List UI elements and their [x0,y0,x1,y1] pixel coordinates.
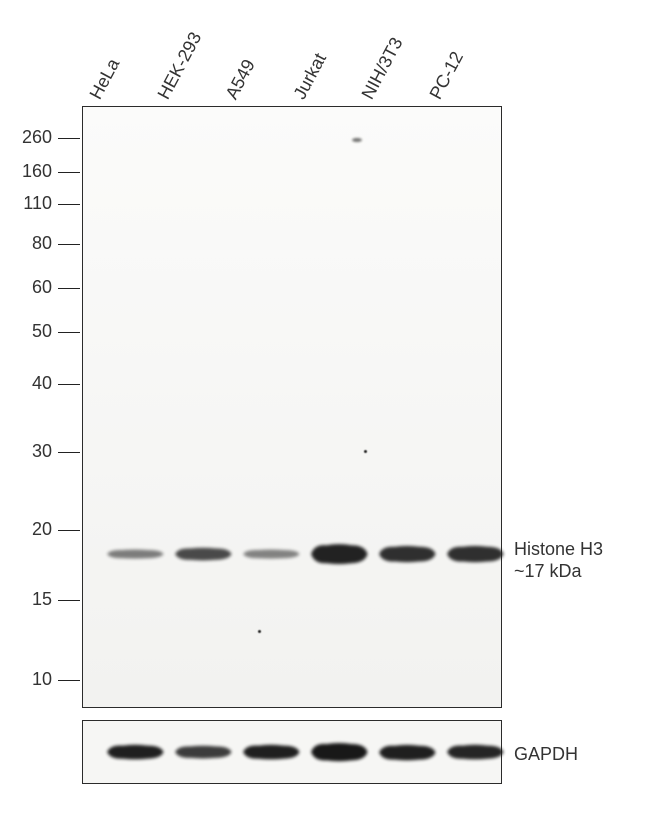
mw-tick-160 [58,172,80,173]
mw-label-30: 30 [0,441,52,462]
mw-tick-260 [58,138,80,139]
loading-band-lane-1 [104,744,166,760]
mw-tick-10 [58,680,80,681]
blot-artifact-1 [352,138,362,142]
lane-label-hela: HeLa [85,55,124,103]
mw-label-20: 20 [0,519,52,540]
lane-label-jurkat: Jurkat [289,50,331,103]
mw-tick-40 [58,384,80,385]
target-label-line1: Histone H3 [514,538,603,560]
loading-band-lane-2 [172,745,234,759]
western-blot-figure: HeLa HEK-293 A549 Jurkat NIH/3T3 PC-12 260 160… [0,0,650,813]
target-label: Histone H3 ~17 kDa [514,538,603,582]
loading-band-lane-3 [240,744,302,760]
mw-tick-20 [58,530,80,531]
mw-tick-15 [58,600,80,601]
mw-label-10: 10 [0,669,52,690]
mw-tick-80 [58,244,80,245]
mw-label-40: 40 [0,373,52,394]
target-band-lane-1 [104,549,166,559]
mw-label-15: 15 [0,589,52,610]
mw-label-80: 80 [0,233,52,254]
mw-tick-110 [58,204,80,205]
blot-artifact-2 [364,450,367,453]
mw-label-260: 260 [0,127,52,148]
loading-band-lane-5 [376,744,438,761]
mw-tick-60 [58,288,80,289]
target-band-lane-2 [172,547,234,561]
target-band-lane-6 [444,545,506,563]
loading-label-text: GAPDH [514,744,578,764]
lane-label-nih-3t3: NIH/3T3 [357,34,407,103]
loading-band-lane-6 [444,744,506,760]
mw-label-60: 60 [0,277,52,298]
loading-label: GAPDH [514,744,578,765]
mw-label-160: 160 [0,161,52,182]
lane-label-a549: A549 [221,56,259,103]
lane-label-hek-293: HEK-293 [153,29,206,103]
lane-label-pc-12: PC-12 [425,48,467,103]
blot-artifact-3 [258,630,261,633]
loading-band-lane-4 [308,742,370,762]
mw-label-110: 110 [0,193,52,214]
main-blot-box [82,106,502,708]
mw-label-50: 50 [0,321,52,342]
mw-tick-30 [58,452,80,453]
target-label-line2: ~17 kDa [514,560,603,582]
mw-tick-50 [58,332,80,333]
target-band-lane-3 [240,549,302,559]
target-band-lane-5 [376,545,438,563]
target-band-lane-4 [308,543,370,565]
